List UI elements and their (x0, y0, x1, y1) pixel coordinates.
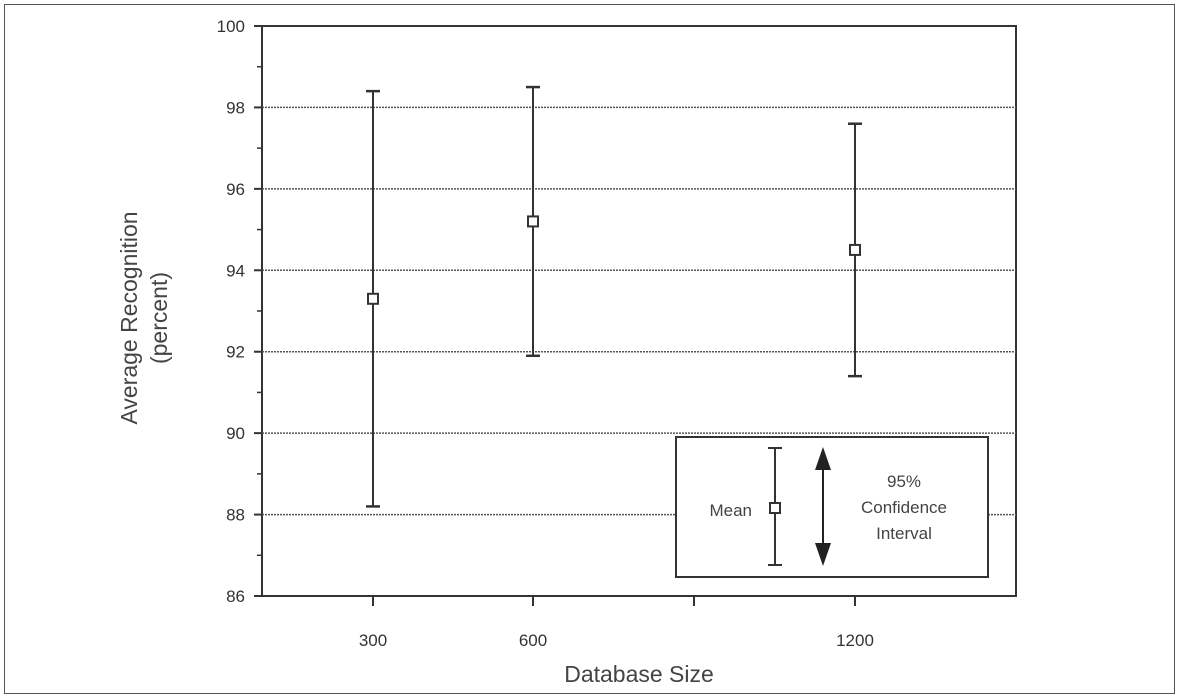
legend-mean-label: Mean (709, 501, 752, 520)
y-tick-label: 98 (226, 98, 245, 117)
mean-marker (367, 292, 379, 305)
legend-arrow-up-icon (815, 447, 831, 470)
x-tick-label: 1200 (836, 631, 874, 650)
x-tick-label: 300 (359, 631, 387, 650)
y-tick-label: 88 (226, 506, 245, 525)
x-tick-label: 600 (519, 631, 547, 650)
legend-arrow-down-icon (815, 543, 831, 566)
data-series (366, 85, 862, 508)
y-tick-label: 100 (217, 17, 245, 36)
y-axis-title-line2: (percent) (146, 272, 172, 364)
y-tick-label: 92 (226, 343, 245, 362)
legend-ci-label-line2: Confidence (861, 498, 947, 517)
y-tick-label: 90 (226, 424, 245, 443)
y-axis-title: Average Recognition (percent) (116, 211, 172, 424)
legend: Mean 95% Confidence Interval (675, 436, 989, 578)
mean-marker (849, 243, 861, 256)
legend-ci-label-line3: Interval (876, 524, 932, 543)
legend-ci-label-line1: 95% (887, 472, 921, 491)
y-axis-ticks: 86 88 90 92 94 96 98 100 (217, 17, 262, 606)
legend-mean-marker (769, 502, 781, 514)
y-tick-label: 94 (226, 261, 245, 280)
y-tick-label: 96 (226, 180, 245, 199)
y-axis-title-line1: Average Recognition (116, 211, 142, 424)
y-tick-label: 86 (226, 587, 245, 606)
mean-marker (527, 215, 539, 228)
x-axis-ticks: 300 600 1200 (359, 596, 874, 650)
legend-box (675, 436, 989, 578)
x-axis-title: Database Size (564, 661, 714, 687)
figure-frame (4, 4, 1175, 694)
